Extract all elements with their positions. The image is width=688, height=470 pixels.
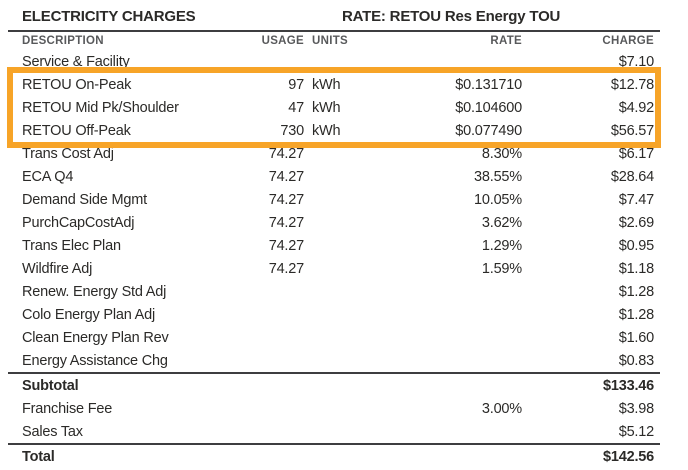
cell-usage: 74.27	[268, 237, 304, 254]
cell-rate: 3.62%	[481, 214, 522, 231]
cell-charge: $28.64	[610, 168, 654, 185]
cell-rate: 3.00%	[481, 400, 522, 417]
charges-table-body: Service & Facility $7.10 RETOU On-Peak 9…	[7, 50, 661, 468]
table-row: Energy Assistance Chg $0.83	[8, 349, 660, 372]
cell-charge: $12.78	[610, 76, 654, 93]
cell-description: Sales Tax	[22, 423, 83, 440]
col-header-rate: RATE	[490, 35, 522, 47]
table-row: Subtotal $133.46	[8, 372, 660, 397]
cell-description: Colo Energy Plan Adj	[22, 306, 156, 323]
table-row: RETOU On-Peak 97 kWh $0.131710 $12.78	[8, 73, 660, 96]
table-row: Franchise Fee 3.00% $3.98	[8, 397, 660, 420]
table-row: Wildfire Adj 74.27 1.59% $1.18	[8, 257, 660, 280]
col-header-description: DESCRIPTION	[22, 35, 104, 47]
cell-charge: $4.92	[618, 99, 654, 116]
cell-description: ECA Q4	[22, 168, 74, 185]
cell-description: Demand Side Mgmt	[22, 191, 147, 208]
cell-charge: $3.98	[618, 400, 654, 417]
table-row: RETOU Mid Pk/Shoulder 47 kWh $0.104600 $…	[8, 96, 660, 119]
col-header-charge: CHARGE	[602, 35, 654, 47]
table-row: Colo Energy Plan Adj $1.28	[8, 303, 660, 326]
table-row: Total $142.56	[8, 443, 660, 468]
section-header: ELECTRICITY CHARGES RATE: RETOU Res Ener…	[8, 6, 660, 32]
cell-description: RETOU Off-Peak	[22, 122, 131, 139]
table-row: Trans Elec Plan 74.27 1.29% $0.95	[8, 234, 660, 257]
cell-usage: 47	[288, 99, 304, 116]
cell-usage: 74.27	[268, 260, 304, 277]
table-row: Sales Tax $5.12	[8, 420, 660, 443]
rate-plan-label: RATE: RETOU Res Energy TOU	[342, 8, 561, 25]
cell-description: Franchise Fee	[22, 400, 113, 417]
cell-description: Wildfire Adj	[22, 260, 93, 277]
cell-description: Trans Cost Adj	[22, 145, 114, 162]
electricity-charges-section: ELECTRICITY CHARGES RATE: RETOU Res Ener…	[7, 6, 661, 468]
cell-rate: 8.30%	[481, 145, 522, 162]
cell-charge: $0.95	[618, 237, 654, 254]
cell-units: kWh	[312, 122, 341, 139]
cell-rate: 38.55%	[474, 168, 522, 185]
cell-description: Trans Elec Plan	[22, 237, 121, 254]
cell-description: Clean Energy Plan Rev	[22, 329, 169, 346]
cell-rate: $0.077490	[455, 122, 522, 139]
column-headers: DESCRIPTION USAGE UNITS RATE CHARGE	[8, 32, 660, 50]
cell-description: PurchCapCostAdj	[22, 214, 135, 231]
table-row: Clean Energy Plan Rev $1.60	[8, 326, 660, 349]
cell-description: RETOU Mid Pk/Shoulder	[22, 99, 179, 116]
table-row: PurchCapCostAdj 74.27 3.62% $2.69	[8, 211, 660, 234]
table-row: Demand Side Mgmt 74.27 10.05% $7.47	[8, 188, 660, 211]
cell-charge: $133.46	[602, 377, 654, 394]
cell-description: Total	[22, 448, 55, 465]
cell-charge: $1.60	[618, 329, 654, 346]
cell-usage: 74.27	[268, 168, 304, 185]
cell-description: RETOU On-Peak	[22, 76, 132, 93]
table-row: ECA Q4 74.27 38.55% $28.64	[8, 165, 660, 188]
cell-charge: $2.69	[618, 214, 654, 231]
cell-usage: 74.27	[268, 191, 304, 208]
cell-description: Energy Assistance Chg	[22, 352, 168, 369]
table-row: Renew. Energy Std Adj $1.28	[8, 280, 660, 303]
cell-rate: 10.05%	[474, 191, 522, 208]
table-row: RETOU Off-Peak 730 kWh $0.077490 $56.57	[8, 119, 660, 142]
cell-rate: $0.104600	[455, 99, 522, 116]
cell-charge: $142.56	[602, 448, 654, 465]
cell-charge: $1.18	[618, 260, 654, 277]
cell-description: Service & Facility	[22, 53, 130, 70]
cell-usage: 730	[280, 122, 304, 139]
cell-units: kWh	[312, 99, 341, 116]
cell-charge: $6.17	[618, 145, 654, 162]
cell-charge: $5.12	[618, 423, 654, 440]
cell-charge: $1.28	[618, 306, 654, 323]
cell-charge: $0.83	[618, 352, 654, 369]
cell-charge: $7.47	[618, 191, 654, 208]
cell-description: Subtotal	[22, 377, 79, 394]
table-row: Trans Cost Adj 74.27 8.30% $6.17	[8, 142, 660, 165]
cell-rate: 1.29%	[481, 237, 522, 254]
cell-units: kWh	[312, 76, 341, 93]
cell-usage: 74.27	[268, 214, 304, 231]
table-row: Service & Facility $7.10	[8, 50, 660, 73]
cell-charge: $1.28	[618, 283, 654, 300]
cell-description: Renew. Energy Std Adj	[22, 283, 167, 300]
cell-rate: $0.131710	[455, 76, 522, 93]
cell-usage: 97	[288, 76, 304, 93]
cell-usage: 74.27	[268, 145, 304, 162]
section-title: ELECTRICITY CHARGES	[22, 8, 196, 25]
cell-rate: 1.59%	[481, 260, 522, 277]
cell-charge: $7.10	[618, 53, 654, 70]
col-header-units: UNITS	[312, 35, 348, 47]
col-header-usage: USAGE	[261, 35, 304, 47]
cell-charge: $56.57	[610, 122, 654, 139]
